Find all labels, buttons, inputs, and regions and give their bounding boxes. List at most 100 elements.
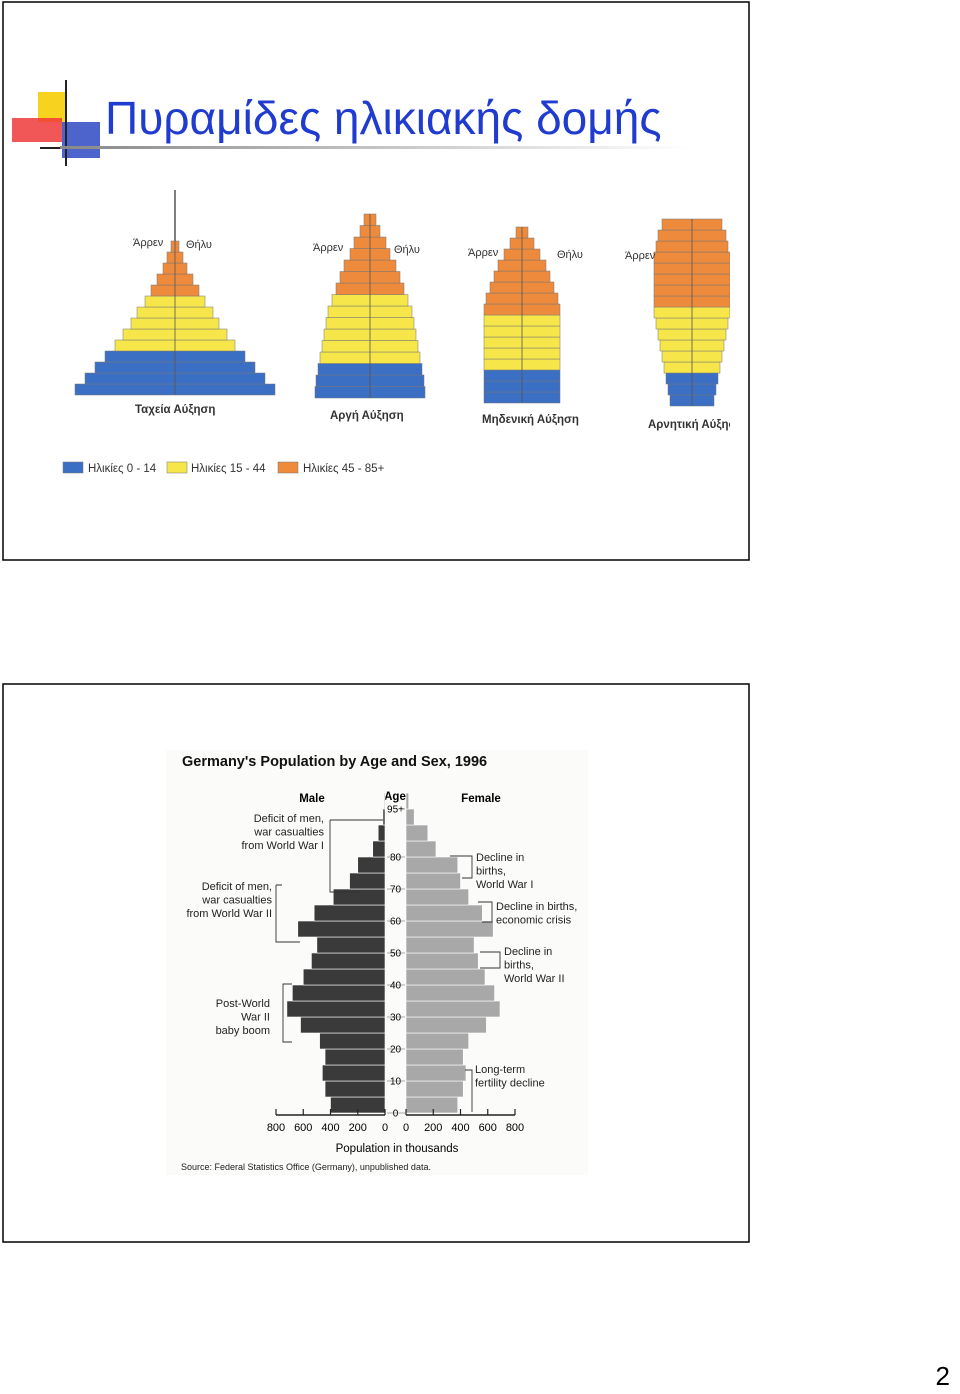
pyramid-figure: Άρρεν Θήλυ Ταχεία Αύξηση Άρρεν Θήλυ Αργή Αύξη…	[62, 190, 743, 475]
title-underline	[60, 146, 690, 149]
annotation-bracket	[480, 951, 501, 969]
female-bar	[405, 1096, 459, 1114]
x-tick-label-male: 600	[294, 1122, 312, 1134]
age-tick-label: 50	[390, 949, 402, 960]
annotation-text: Deficit of men,	[254, 813, 324, 825]
annotation-bracket	[450, 855, 473, 879]
male-bar	[300, 1016, 386, 1034]
annotation-text: Deficit of men,	[202, 881, 272, 893]
male-bar	[324, 1080, 386, 1098]
age-tick-label: 20	[390, 1045, 402, 1056]
left-label: Male	[299, 793, 325, 805]
x-tick-label-female: 200	[424, 1122, 442, 1134]
male-bar	[357, 856, 386, 874]
slide-title: Πυραμίδες ηλικιακής δομής	[105, 92, 662, 144]
female-bar	[405, 824, 429, 842]
female-bar	[405, 984, 495, 1002]
female-bar	[405, 792, 410, 810]
male-bar	[332, 888, 386, 906]
age-tick-label: 40	[390, 981, 402, 992]
annotation-bracket	[329, 819, 383, 893]
male-bar	[313, 904, 386, 922]
male-label: Άρρεν	[313, 242, 344, 254]
annotation-text: Long-term	[475, 1064, 525, 1076]
x-tick-label-male: 800	[267, 1122, 285, 1134]
annotation-bracket	[478, 901, 493, 923]
annotation-text: Decline in births,	[496, 901, 577, 913]
annotation-bracket	[465, 1069, 473, 1112]
annotation-bracket	[282, 983, 292, 1043]
male-bar	[286, 1000, 386, 1018]
legend-label: Ηλικίες 0 - 14	[88, 463, 157, 475]
male-bar	[319, 1032, 386, 1050]
age-tick-label: 10	[390, 1077, 402, 1088]
annotation-text: baby boom	[216, 1025, 270, 1037]
annotation-text: Decline in	[476, 852, 524, 864]
x-tick-label-male: 400	[321, 1122, 339, 1134]
page-number: 2	[936, 1361, 950, 1391]
x-tick-label-male: 200	[349, 1122, 367, 1134]
female-label: Θήλυ	[186, 239, 212, 251]
female-bar	[405, 1064, 467, 1082]
male-label: Άρρεν	[468, 247, 499, 259]
male-bar	[302, 968, 386, 986]
age-tick-label: 70	[390, 885, 402, 896]
female-bar	[405, 936, 475, 954]
female-bar	[405, 952, 479, 970]
female-bar	[405, 1048, 464, 1066]
age-tick-label: 0	[393, 1109, 399, 1120]
female-bar	[405, 872, 461, 890]
annotation-text: Post-World	[216, 998, 270, 1010]
annotation-text: fertility decline	[475, 1078, 545, 1090]
x-tick-label-male: 0	[382, 1122, 388, 1134]
annotation-text: Decline in	[504, 946, 552, 958]
female-label: Θήλυ	[557, 249, 583, 261]
population-chart: Germany's Population by Age and Sex, 199…	[181, 754, 577, 1172]
legend-swatch	[166, 461, 188, 474]
male-bar	[297, 920, 386, 938]
chart-title: Germany's Population by Age and Sex, 199…	[182, 754, 487, 770]
age-tick-label: 80	[390, 853, 402, 864]
male-bar	[372, 840, 386, 858]
female-bar	[405, 1032, 469, 1050]
male-bar	[316, 936, 386, 954]
female-bar	[405, 1080, 464, 1098]
female-bar	[405, 840, 437, 858]
female-bar	[405, 1000, 501, 1018]
male-bar	[382, 808, 386, 826]
male-bar	[349, 872, 386, 890]
annotation-text: War II	[241, 1012, 270, 1024]
annotation-text: World War II	[504, 973, 565, 985]
age-tick-label: 30	[390, 1013, 402, 1024]
male-bar	[377, 824, 386, 842]
legend-label: Ηλικίες 15 - 44	[191, 463, 266, 475]
annotation-text: war casualties	[253, 827, 324, 839]
pyramid-caption: Αργή Αύξηση	[330, 410, 404, 422]
age-tick-label: 60	[390, 917, 402, 928]
pyramid-caption: Μηδενική Αύξηση	[482, 414, 579, 426]
pyramid-caption: Αρνητική Αύξηση	[648, 419, 743, 431]
legend-swatch	[62, 461, 84, 474]
legend-swatch	[277, 461, 299, 474]
female-bar	[405, 856, 459, 874]
male-bar	[324, 1048, 386, 1066]
male-bar	[292, 984, 386, 1002]
source-note: Source: Federal Statistics Office (Germa…	[181, 1162, 431, 1172]
age-label: Age	[384, 791, 406, 803]
female-bar	[405, 888, 469, 906]
male-label: Άρρεν	[625, 250, 656, 262]
male-bar	[322, 1064, 386, 1082]
legend-label: Ηλικίες 45 - 85+	[303, 463, 385, 475]
pyramid-caption: Ταχεία Αύξηση	[135, 404, 215, 416]
male-bar	[384, 792, 386, 810]
x-tick-label-female: 0	[403, 1122, 409, 1134]
annotation-text: war casualties	[201, 895, 272, 907]
x-tick-label-female: 400	[451, 1122, 469, 1134]
female-label: Θήλυ	[394, 244, 420, 256]
male-label: Άρρεν	[133, 237, 164, 249]
right-label: Female	[461, 793, 501, 805]
x-axis-title: Population in thousands	[336, 1143, 459, 1155]
male-bar	[311, 952, 386, 970]
